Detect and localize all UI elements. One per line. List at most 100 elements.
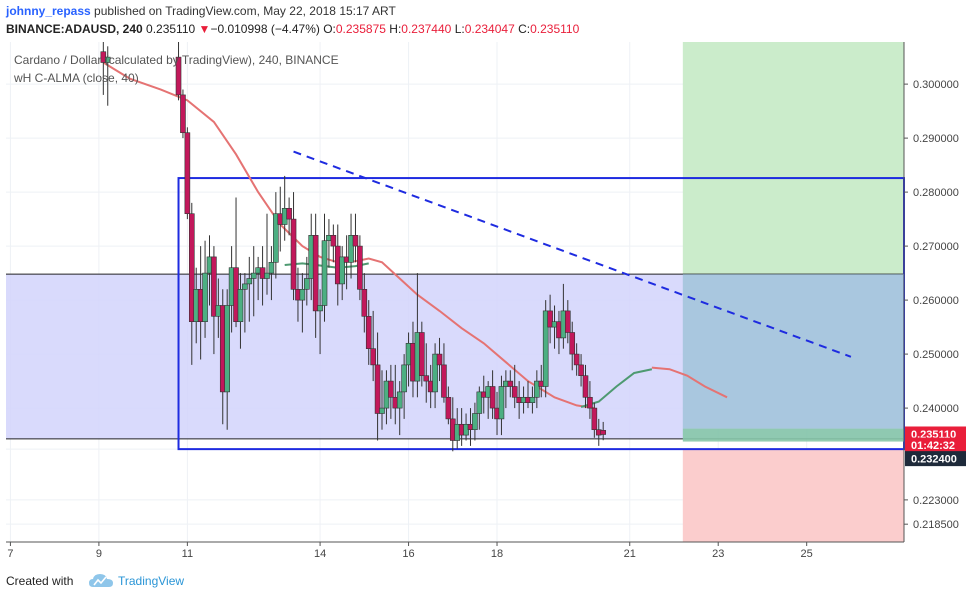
candle[interactable] bbox=[472, 413, 478, 430]
candle[interactable] bbox=[423, 375, 430, 382]
candle[interactable] bbox=[441, 364, 447, 398]
candle[interactable] bbox=[286, 208, 292, 220]
candle[interactable] bbox=[476, 391, 483, 414]
candle[interactable] bbox=[569, 332, 576, 355]
candle[interactable] bbox=[184, 132, 191, 215]
price-tick-label: 0.260000 bbox=[913, 295, 959, 307]
candle[interactable] bbox=[498, 386, 505, 420]
price-tick-label: 0.270000 bbox=[913, 241, 959, 253]
low-value: 0.234047 bbox=[464, 22, 515, 36]
candle[interactable] bbox=[445, 396, 452, 420]
candle[interactable] bbox=[317, 305, 323, 312]
candle[interactable] bbox=[489, 386, 496, 409]
price-badge-label: 0.232400 bbox=[911, 454, 957, 466]
time-tick-label: 23 bbox=[712, 548, 724, 560]
candle[interactable] bbox=[273, 213, 279, 263]
candle[interactable] bbox=[188, 213, 195, 322]
alma-line-green-2 bbox=[580, 368, 653, 408]
candle[interactable] bbox=[312, 235, 319, 312]
high-label: H: bbox=[389, 22, 402, 36]
candle[interactable] bbox=[534, 380, 540, 398]
candle[interactable] bbox=[573, 353, 580, 366]
candle[interactable] bbox=[432, 353, 438, 393]
candle[interactable] bbox=[224, 305, 230, 393]
candle[interactable] bbox=[242, 283, 248, 290]
candle[interactable] bbox=[565, 310, 571, 333]
open-value: 0.235875 bbox=[335, 22, 386, 36]
candle[interactable] bbox=[175, 56, 182, 96]
published-text: published on TradingView.com, May 22, 20… bbox=[94, 4, 396, 18]
candle[interactable] bbox=[352, 235, 359, 247]
time-tick-label: 14 bbox=[314, 548, 326, 560]
candle[interactable] bbox=[180, 94, 186, 134]
descending-trendline[interactable] bbox=[293, 150, 852, 358]
tradingview-brand-link[interactable]: TradingView bbox=[118, 574, 185, 588]
time-tick-label: 11 bbox=[182, 548, 193, 560]
candle[interactable] bbox=[237, 289, 244, 322]
candle[interactable] bbox=[339, 256, 345, 285]
price-badge-countdown bbox=[905, 437, 966, 453]
candle[interactable] bbox=[264, 272, 270, 279]
last-price: 0.235110 bbox=[146, 22, 196, 36]
price-tick-label: 0.290000 bbox=[913, 133, 959, 145]
candle[interactable] bbox=[396, 391, 403, 409]
candle[interactable] bbox=[304, 278, 310, 290]
candle[interactable] bbox=[246, 278, 253, 285]
price-chart[interactable]: Cardano / Dollar (calculated by TradingV… bbox=[0, 42, 969, 566]
candle[interactable] bbox=[348, 235, 354, 263]
time-tick-label: 16 bbox=[402, 548, 414, 560]
legend-title: Cardano / Dollar (calculated by TradingV… bbox=[14, 53, 339, 67]
candle[interactable] bbox=[401, 364, 407, 393]
price-tick-label: 0.300000 bbox=[913, 79, 959, 91]
author-link[interactable]: johnny_repass bbox=[6, 4, 91, 18]
tradingview-cloud-icon[interactable] bbox=[88, 572, 114, 590]
candle[interactable] bbox=[507, 380, 514, 387]
footer: Created with TradingView bbox=[0, 566, 969, 598]
candle[interactable] bbox=[202, 272, 208, 322]
candle[interactable] bbox=[388, 380, 394, 398]
stop-zone[interactable] bbox=[682, 449, 904, 542]
candle[interactable] bbox=[529, 396, 536, 403]
price-tick-label: 0.218500 bbox=[913, 519, 959, 531]
time-tick-label: 25 bbox=[801, 548, 813, 560]
publish-line: johnny_repass published on TradingView.c… bbox=[6, 4, 396, 18]
candle[interactable] bbox=[321, 240, 328, 306]
close-label: C: bbox=[518, 22, 531, 36]
price-tick-label: 0.280000 bbox=[913, 187, 959, 199]
created-with-label: Created with bbox=[6, 574, 74, 588]
candle[interactable] bbox=[436, 353, 443, 366]
candle[interactable] bbox=[591, 407, 598, 430]
candle[interactable] bbox=[268, 262, 275, 274]
low-label: L: bbox=[454, 22, 465, 36]
candle[interactable] bbox=[299, 289, 306, 301]
close-value: 0.235110 bbox=[530, 22, 580, 36]
candle[interactable] bbox=[330, 235, 337, 247]
candle[interactable] bbox=[104, 56, 111, 63]
candle[interactable] bbox=[547, 310, 553, 328]
candle[interactable] bbox=[379, 407, 385, 414]
candle[interactable] bbox=[374, 364, 381, 414]
candle[interactable] bbox=[587, 396, 593, 409]
candle[interactable] bbox=[250, 272, 257, 279]
candle[interactable] bbox=[290, 218, 297, 290]
candle[interactable] bbox=[542, 310, 549, 387]
candle[interactable] bbox=[357, 245, 363, 290]
candle[interactable] bbox=[578, 364, 584, 376]
candle[interactable] bbox=[419, 332, 425, 376]
candle[interactable] bbox=[361, 289, 368, 317]
candle[interactable] bbox=[365, 315, 372, 349]
time-tick-label: 7 bbox=[7, 548, 13, 560]
ohlc-line: BINANCE:ADAUSD, 240 0.235110 ▼−0.010998 … bbox=[6, 22, 579, 36]
price-badge-label: 01:42:32 bbox=[911, 440, 955, 452]
symbol-label: BINANCE:ADAUSD, 240 bbox=[6, 22, 143, 36]
candle[interactable] bbox=[582, 375, 589, 398]
candle[interactable] bbox=[370, 348, 376, 366]
alma-line-red-2 bbox=[651, 366, 728, 399]
time-tick-label: 21 bbox=[624, 548, 636, 560]
chart-header: johnny_repass published on TradingView.c… bbox=[0, 0, 969, 42]
open-label: O: bbox=[323, 22, 336, 36]
candle[interactable] bbox=[211, 256, 217, 317]
high-value: 0.237440 bbox=[401, 22, 452, 36]
candle[interactable] bbox=[600, 430, 606, 435]
candle[interactable] bbox=[511, 386, 518, 398]
